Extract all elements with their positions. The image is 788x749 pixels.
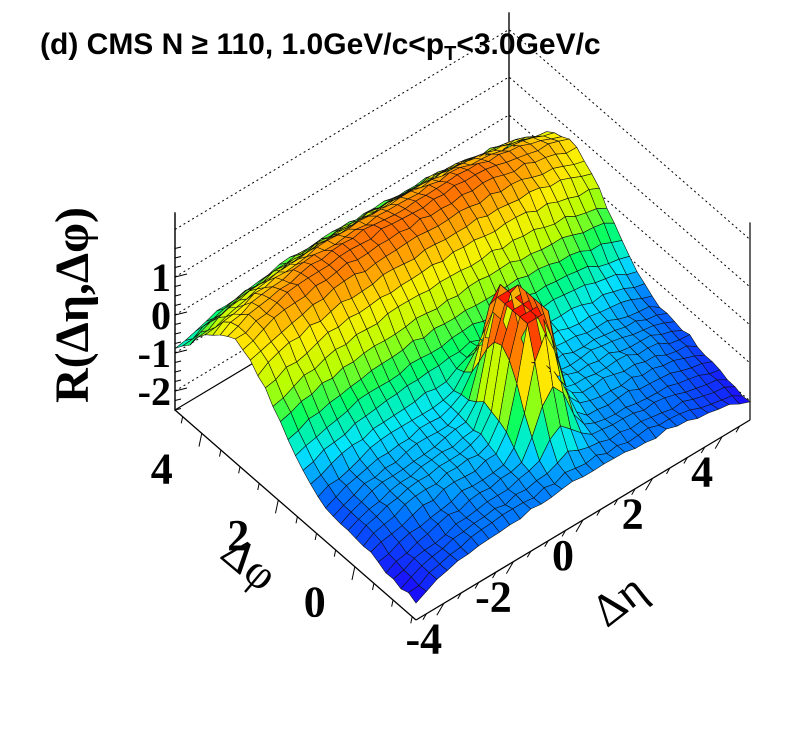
eta-tick [613, 498, 619, 506]
z-tick [174, 265, 182, 268]
z-tick [174, 303, 182, 306]
eta-tick [596, 509, 601, 516]
phi-tick [198, 433, 203, 447]
surface-cell [731, 395, 751, 405]
z-tick [174, 332, 182, 335]
eta-tick [526, 550, 532, 558]
phi-tick [274, 499, 279, 514]
z-tick [174, 294, 182, 297]
z-tick-label: -1 [138, 331, 171, 376]
z-tick [174, 387, 188, 392]
z-tick-label: 0 [151, 293, 171, 338]
eta-tick [505, 561, 514, 574]
phi-tick-label: 2 [227, 511, 249, 560]
eta-tick [544, 540, 549, 548]
phi-tick [257, 483, 260, 491]
z-tick [174, 408, 182, 411]
z-tick [174, 246, 182, 249]
z-tick [174, 398, 182, 401]
title-tail: <3.0GeV/c [456, 28, 601, 61]
phi-axis-title: Δφ [212, 526, 288, 601]
phi-axis-line [174, 409, 417, 621]
phi-tick [372, 583, 375, 591]
z-tick [174, 379, 182, 382]
phi-tick [351, 566, 356, 581]
panel-label: (d) [40, 28, 79, 61]
z-axis-title: R(Δη,Δφ) [46, 207, 99, 403]
title-subscript: T [444, 43, 457, 65]
eta-tick-label: -4 [406, 614, 443, 663]
z-tick [174, 349, 188, 354]
eta-tick-label: 4 [691, 448, 713, 497]
phi-tick [238, 466, 241, 474]
eta-tick-label: 0 [552, 531, 574, 580]
phi-tick [314, 533, 318, 541]
z-tick [174, 341, 182, 344]
eta-tick [422, 613, 427, 620]
phi-tick-label: 0 [304, 578, 326, 627]
phi-tick-label: 4 [151, 444, 173, 493]
z-tick [174, 370, 182, 373]
eta-tick [714, 436, 723, 449]
z-tick [174, 360, 182, 363]
chart-title: (d) CMS N ≥ 110, 1.0GeV/c<pT<3.0GeV/c [40, 28, 601, 66]
title-text: CMS N ≥ 110, 1.0GeV/c<p [86, 28, 445, 61]
z-tick [174, 322, 182, 325]
eta-tick [457, 592, 462, 600]
z-tick [174, 256, 182, 259]
phi-tick [410, 616, 413, 624]
z-tick [174, 284, 182, 287]
eta-tick [735, 425, 740, 433]
eta-tick-label: 2 [622, 489, 644, 538]
z-tick-label: -2 [138, 369, 171, 414]
phi-tick [391, 599, 394, 607]
eta-tick [683, 457, 688, 464]
eta-tick [561, 530, 567, 537]
z-tick [174, 273, 188, 278]
z-tick-label: 1 [151, 255, 171, 300]
phi-tick [180, 416, 184, 424]
phi-tick [219, 449, 222, 457]
eta-axis-title: Δη [582, 563, 656, 636]
eta-tick [492, 571, 497, 579]
eta-tick [631, 488, 636, 495]
phi-tick [333, 549, 337, 557]
eta-tick [666, 467, 671, 475]
z-tick [174, 311, 188, 316]
phi-tick [295, 516, 298, 524]
eta-tick [436, 603, 445, 616]
eta-tick [474, 582, 480, 589]
eta-tick [700, 446, 706, 454]
eta-tick-label: -2 [475, 573, 512, 622]
eta-tick [575, 519, 584, 533]
eta-tick [645, 478, 654, 491]
